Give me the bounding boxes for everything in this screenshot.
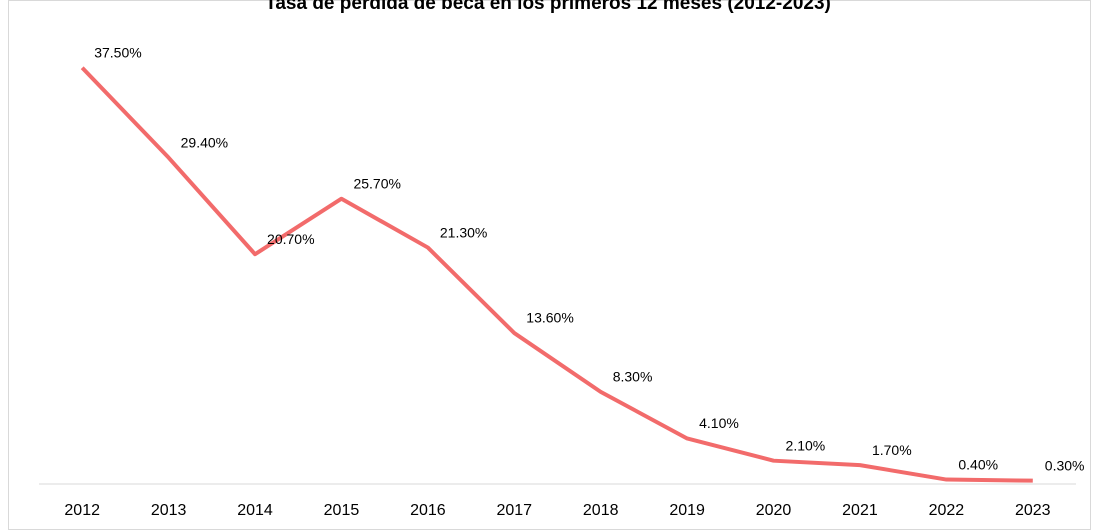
x-tick-label: 2013 (151, 502, 187, 519)
x-tick-label: 2012 (64, 502, 100, 519)
data-label: 4.10% (699, 415, 739, 431)
x-tick-label: 2015 (324, 502, 360, 519)
data-label: 29.40% (181, 134, 228, 150)
x-tick-label: 2017 (496, 502, 532, 519)
x-tick-label: 2019 (669, 502, 705, 519)
x-tick-label: 2023 (1015, 502, 1051, 519)
data-label: 8.30% (613, 369, 653, 385)
data-label: 0.40% (958, 456, 998, 472)
data-label: 20.70% (267, 231, 314, 247)
data-label: 1.70% (872, 442, 912, 458)
x-tick-label: 2021 (842, 502, 878, 519)
x-tick-label: 2020 (756, 502, 792, 519)
data-label: 25.70% (353, 175, 400, 191)
x-tick-label: 2016 (410, 502, 446, 519)
data-label: 37.50% (94, 44, 141, 60)
data-label: 21.30% (440, 224, 487, 240)
data-label: 0.30% (1045, 457, 1085, 473)
data-label: 2.10% (786, 437, 826, 453)
x-tick-label: 2022 (929, 502, 965, 519)
x-tick-label: 2018 (583, 502, 619, 519)
x-tick-label: 2014 (237, 502, 273, 519)
data-label: 13.60% (526, 310, 573, 326)
data-line (80, 66, 1033, 483)
chart-frame (8, 0, 1091, 530)
chart-title: Tasa de pérdida de beca en los primeros … (265, 0, 831, 14)
